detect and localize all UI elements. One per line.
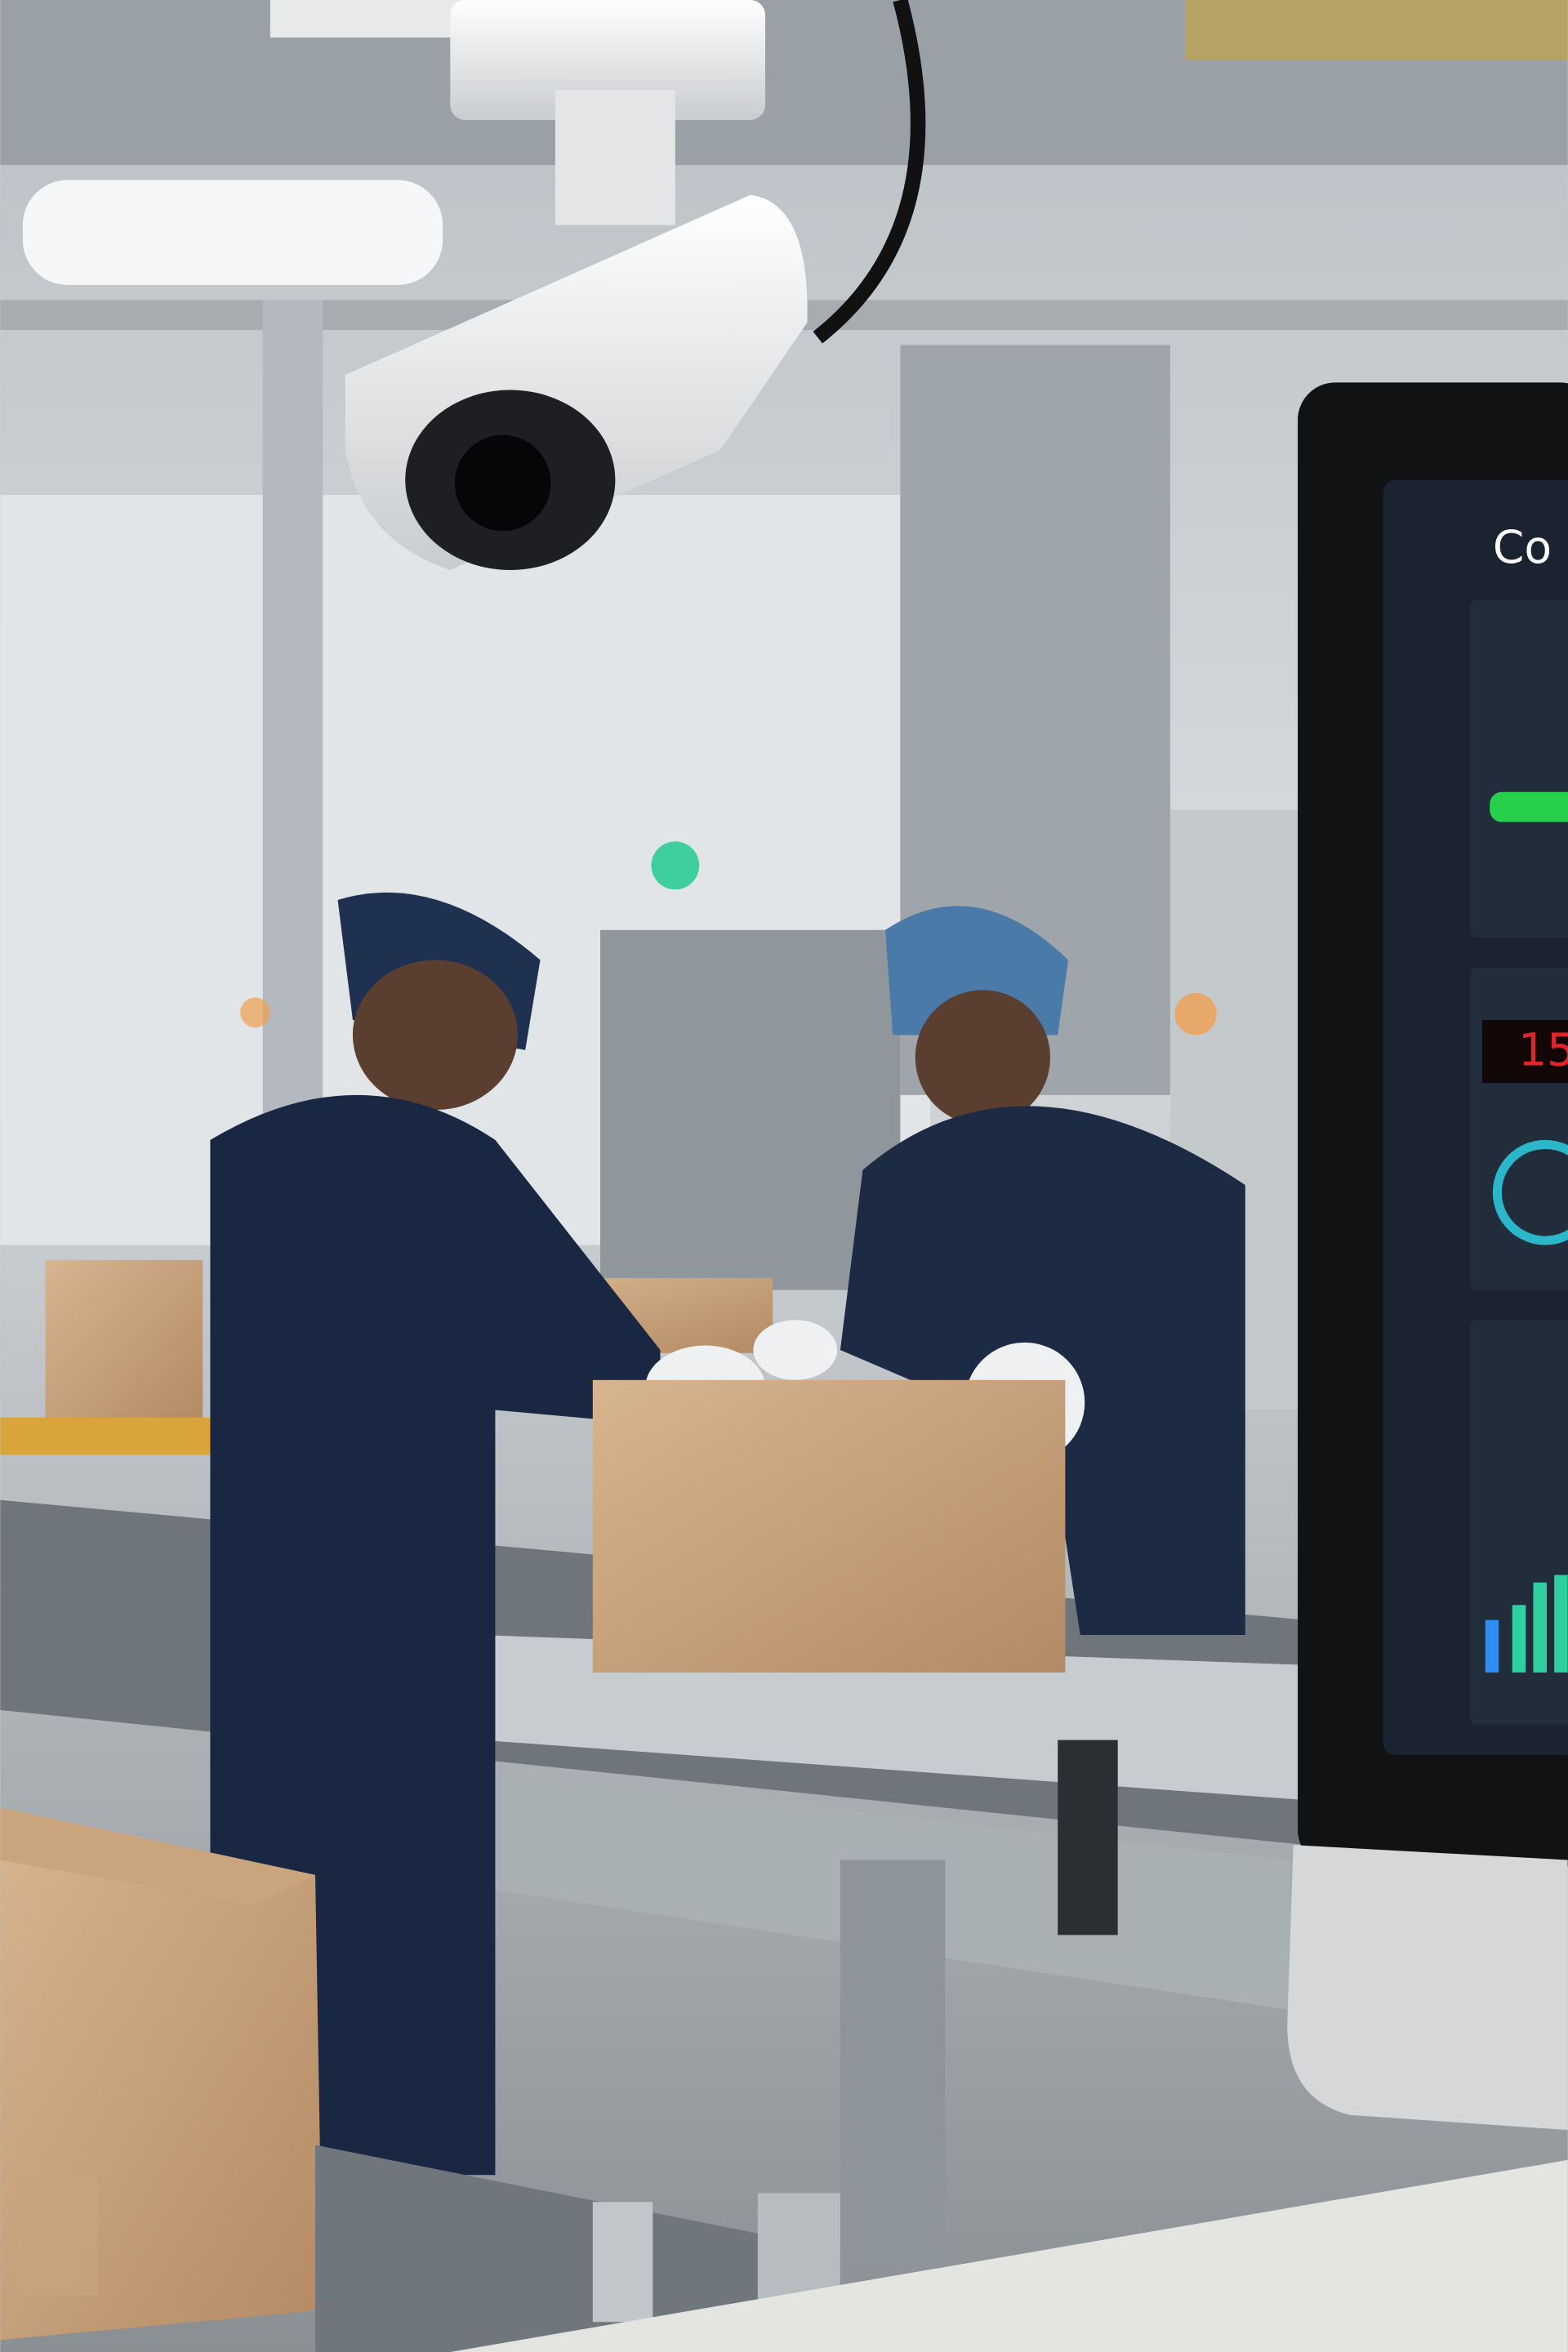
front-conveyor (315, 2145, 840, 2352)
box (45, 1259, 203, 1425)
box (592, 1379, 1066, 1673)
bar-graphic (1533, 1582, 1547, 1673)
yellow-beam (1185, 0, 1568, 60)
cable (813, 0, 926, 344)
machine-frame (600, 929, 901, 1290)
lens (454, 434, 551, 532)
bar-graphic (1554, 1575, 1568, 1673)
mount-box (450, 0, 766, 120)
green-light (651, 841, 700, 890)
post (592, 2202, 653, 2323)
bracket (1058, 1740, 1118, 1936)
ceiling-light (22, 180, 443, 285)
worker (210, 1094, 661, 2176)
dashboard-title: Co (1493, 521, 1552, 573)
bar-graphic (1485, 1619, 1499, 1673)
progress-bar (1490, 791, 1568, 822)
panel (1470, 599, 1568, 938)
head (352, 960, 518, 1111)
tape (15, 2175, 98, 2296)
counter-display (1482, 1019, 1568, 1084)
monitor-base (1287, 1845, 1568, 2131)
head (915, 990, 1051, 1125)
counter: 15 (1518, 1024, 1568, 1076)
camera-neck (555, 90, 675, 225)
yellow-rail (0, 1417, 211, 1455)
dashboard: Co 15 (1470, 521, 1568, 1726)
glove (753, 1320, 838, 1380)
orange-light (1174, 992, 1217, 1036)
cap (884, 906, 1069, 1036)
leg (840, 1860, 946, 2265)
bar-graphic (1512, 1605, 1526, 1673)
box-top (0, 1807, 316, 1905)
gauge (1492, 1139, 1568, 1245)
orange-light (240, 997, 270, 1028)
